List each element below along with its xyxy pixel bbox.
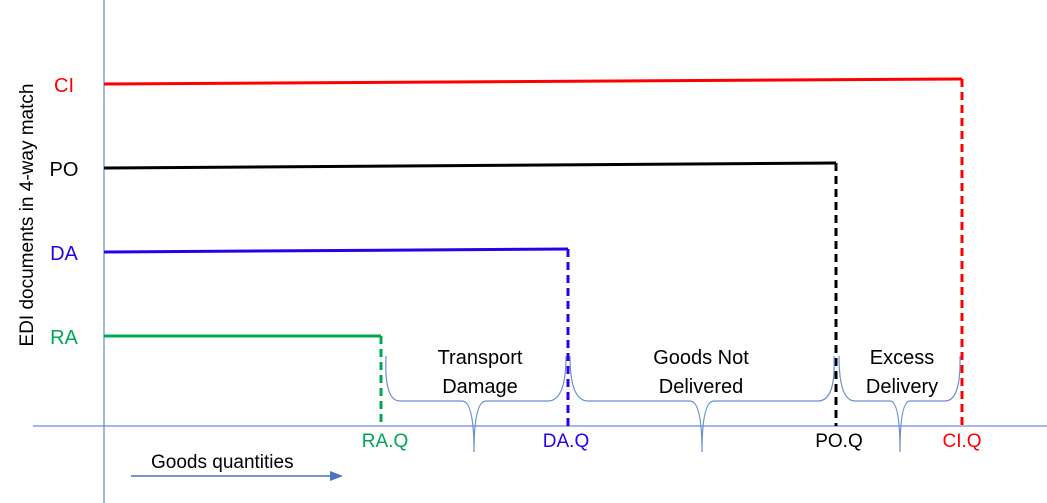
po-line <box>103 161 837 170</box>
goods-not-delivered-label-line2: Delivered <box>659 376 743 398</box>
po-label: PO <box>50 159 79 181</box>
ra-quantity-label: RA.Q <box>362 431 408 452</box>
goods-not-delivered-label-line1: Goods Not <box>653 347 749 369</box>
ci-quantity-label: CI.Q <box>942 431 981 452</box>
excess-delivery-label-line1: Excess <box>870 347 934 369</box>
transport-damage-label-line2: Damage <box>442 376 518 398</box>
da-label: DA <box>50 243 78 265</box>
transport-damage-label-line1: Transport <box>438 347 523 369</box>
y-axis-label: EDI documents in 4-way match <box>17 84 38 347</box>
excess-delivery-brace <box>838 355 961 453</box>
ra-label: RA <box>50 327 78 349</box>
excess-delivery-label-line2: Delivery <box>866 376 938 398</box>
da-line <box>103 247 569 254</box>
x-direction-arrowhead-icon <box>330 471 343 481</box>
po-quantity-label: PO.Q <box>815 431 863 452</box>
ci-line <box>103 77 963 86</box>
da-quantity-label: DA.Q <box>543 431 589 452</box>
goods-not-delivered-brace <box>569 355 835 453</box>
ci-label: CI <box>54 75 74 97</box>
x-axis-label: Goods quantities <box>151 452 294 473</box>
transport-damage-brace <box>385 355 567 453</box>
